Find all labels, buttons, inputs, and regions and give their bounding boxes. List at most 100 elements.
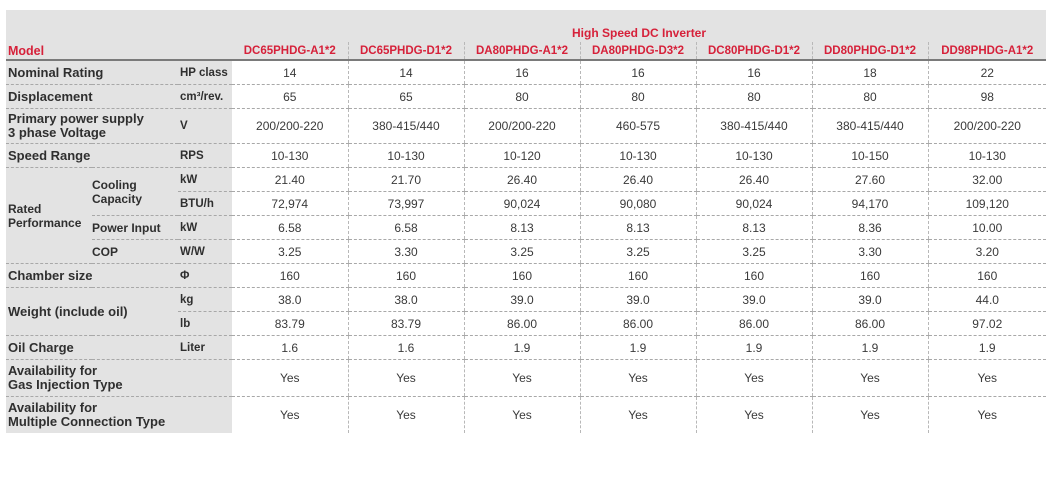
table-cell: Yes <box>279 408 300 422</box>
table-cell: Yes <box>695 396 812 433</box>
table-cell: 21.70 <box>347 167 464 192</box>
table-cell: 3.25 <box>579 239 696 264</box>
table-row-weight-kg: Weight (include oil) kg 38.0 38.0 39.0 3… <box>6 287 1047 336</box>
table-cell: 16 <box>695 60 812 85</box>
table-cell: 86.00 <box>579 311 696 336</box>
row-label: Availability for Multiple Connection Type <box>6 396 232 433</box>
row-label: Nominal Rating <box>6 60 178 85</box>
model-name: DC65PHDG-D1*2 <box>347 42 464 61</box>
model-name: DA80PHDG-A1*2 <box>463 42 580 61</box>
header-spacer <box>6 10 232 42</box>
table-cell: Yes <box>463 396 580 433</box>
table-cell: 39.0 <box>811 287 928 312</box>
table-cell: 160 <box>347 263 464 288</box>
row-label-line: Cooling <box>92 177 137 192</box>
table-cell: Yes <box>232 359 348 397</box>
table-cell: 160 <box>695 263 812 288</box>
model-name: DD98PHDG-A1*2 <box>927 42 1047 61</box>
table-cell: 83.79 <box>232 311 348 336</box>
table-cell: 14 <box>347 60 464 85</box>
table-row-weight-lb: lb 83.79 83.79 86.00 86.00 86.00 86.00 9… <box>6 311 1047 336</box>
table-cell: 39.0 <box>579 287 696 312</box>
table-cell: 94,170 <box>811 191 928 216</box>
table-cell: 80 <box>579 84 696 109</box>
table-cell: 160 <box>579 263 696 288</box>
table-cell: 1.9 <box>811 335 928 360</box>
table-cell: Yes <box>695 359 812 397</box>
table-cell: 10-130 <box>232 143 348 168</box>
table-cell: 26.40 <box>695 167 812 192</box>
table-cell: 86.00 <box>695 311 812 336</box>
table-row-oil-charge: Oil Charge Liter 1.6 1.6 1.9 1.9 1.9 1.9… <box>6 335 1047 360</box>
table-cell: 80 <box>463 84 580 109</box>
table-cell: 98 <box>927 84 1047 109</box>
row-label: Primary power supply 3 phase Voltage <box>6 108 178 144</box>
table-cell: 160 <box>927 263 1047 288</box>
table-cell: 38.0 <box>232 287 348 312</box>
row-unit: kW <box>178 167 232 192</box>
table-cell: 1.9 <box>695 335 812 360</box>
model-name: DD80PHDG-D1*2 <box>811 42 928 61</box>
row-unit: cm³/rev. <box>178 84 232 109</box>
row-unit: W/W <box>178 239 232 264</box>
table-cell: 18 <box>811 60 928 85</box>
table-cell: 380-415/440 <box>811 108 928 144</box>
row-label-line: Rated <box>8 201 42 216</box>
table-cell: 6.58 <box>347 215 464 240</box>
table-cell: 3.30 <box>347 239 464 264</box>
table-cell: 26.40 <box>579 167 696 192</box>
row-label-line: Availability for <box>8 363 98 378</box>
cooling-capacity-label: Cooling Capacity <box>92 167 178 216</box>
table-row-chamber-size: Chamber size Φ 160 160 160 160 160 160 1… <box>6 263 1047 288</box>
row-label: Speed Range <box>6 143 178 168</box>
model-name: DC80PHDG-D1*2 <box>695 42 812 61</box>
model-row: Model DC65PHDG-A1*2 DC65PHDG-D1*2 DA80PH… <box>6 42 1047 61</box>
table-cell: 39.0 <box>695 287 812 312</box>
row-label-line: Performance <box>8 215 82 230</box>
table-cell: 32.00 <box>927 167 1047 192</box>
row-label: Chamber size <box>6 263 178 288</box>
table-cell: 44.0 <box>927 287 1047 312</box>
table-row-multiple-connection: Availability for Multiple Connection Type… <box>6 396 1047 433</box>
table-cell: 1.9 <box>579 335 696 360</box>
table-row-speed-range: Speed Range RPS 10-130 10-130 10-120 10-… <box>6 143 1047 168</box>
table-row-cooling-btu: BTU/h 72,974 73,997 90,024 90,080 90,024… <box>6 191 1047 216</box>
row-label-line: Multiple Connection Type <box>8 414 166 429</box>
table-cell: Yes <box>927 396 1047 433</box>
table-cell: 3.30 <box>811 239 928 264</box>
table-cell: 26.40 <box>463 167 580 192</box>
table-cell: 160 <box>811 263 928 288</box>
model-label: Model <box>6 42 232 61</box>
table-cell: 160 <box>463 263 580 288</box>
table-cell: 460-575 <box>579 108 696 144</box>
table-cell: 160 <box>232 263 348 288</box>
table-cell: 8.36 <box>811 215 928 240</box>
table-cell: 97.02 <box>927 311 1047 336</box>
table-cell: Yes <box>579 359 696 397</box>
table-cell: 3.25 <box>463 239 580 264</box>
table-cell: 200/200-220 <box>232 108 348 144</box>
table-cell: 16 <box>579 60 696 85</box>
table-cell: 72,974 <box>232 191 348 216</box>
table-cell: 65 <box>232 84 348 109</box>
rated-performance-label: Rated Performance <box>6 167 92 264</box>
table-cell: 109,120 <box>927 191 1047 216</box>
table-cell: 10-150 <box>811 143 928 168</box>
row-label: Oil Charge <box>6 335 178 360</box>
table-cell: 22 <box>927 60 1047 85</box>
spec-table-container: High Speed DC Inverter Model DC65PHDG-A1… <box>6 10 1047 433</box>
model-name: DA80PHDG-D3*2 <box>579 42 696 61</box>
table-row-cooling-kw: Rated Performance Cooling Capacity kW 21.4… <box>6 167 1047 264</box>
table-cell: 80 <box>695 84 812 109</box>
row-unit: BTU/h <box>178 191 232 216</box>
table-cell: Yes <box>811 396 928 433</box>
row-unit: kg <box>178 287 232 312</box>
table-row-displacement: Displacement cm³/rev. 65 65 80 80 80 80 … <box>6 84 1047 109</box>
table-cell: 3.20 <box>927 239 1047 264</box>
table-cell: 3.25 <box>695 239 812 264</box>
row-unit: Liter <box>178 335 232 360</box>
table-cell: 380-415/440 <box>347 108 464 144</box>
table-cell: 1.6 <box>347 335 464 360</box>
table-cell: 80 <box>811 84 928 109</box>
table-row-nominal-rating: Nominal Rating HP class 14 14 16 16 16 1… <box>6 60 1047 85</box>
